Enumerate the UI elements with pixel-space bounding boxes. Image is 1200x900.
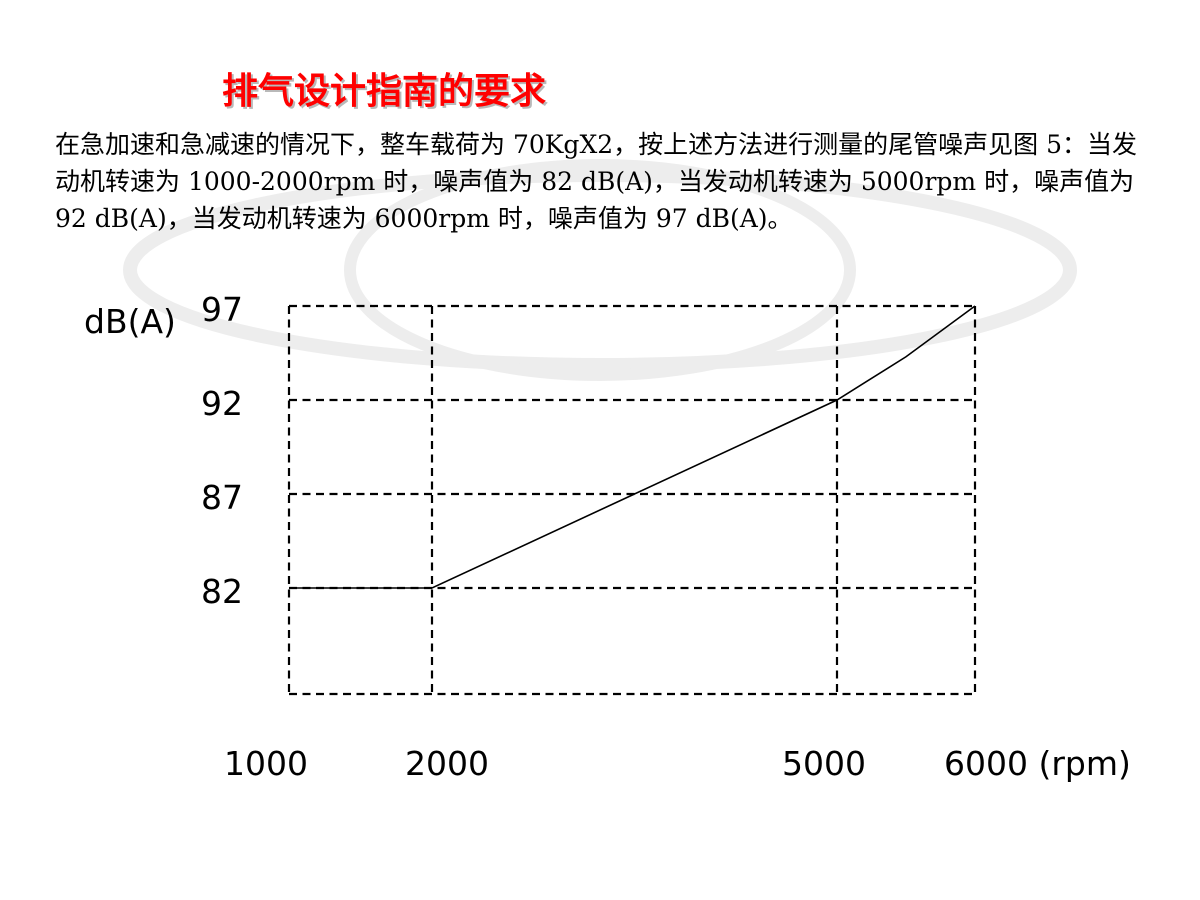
y-tick-labels: 82 87 92 97 xyxy=(201,290,243,611)
y-tick-82: 82 xyxy=(201,572,243,611)
chart-series xyxy=(289,305,976,589)
page-title: 排气设计指南的要求 xyxy=(222,71,547,112)
x-tick-2000: 2000 xyxy=(405,744,489,783)
y-tick-92: 92 xyxy=(201,384,243,423)
y-tick-97: 97 xyxy=(201,290,243,329)
chart-grid xyxy=(287,304,977,696)
x-tick-labels: 1000 2000 5000 6000 (rpm) xyxy=(224,744,1131,783)
x-tick-5000: 5000 xyxy=(782,744,866,783)
x-tick-1000: 1000 xyxy=(224,744,308,783)
y-tick-87: 87 xyxy=(201,478,243,517)
x-tick-6000: 6000 (rpm) xyxy=(944,744,1131,783)
description-paragraph: 在急加速和急减速的情况下，整车载荷为 70KgX2，按上述方法进行测量的尾管噪声… xyxy=(55,130,1137,233)
y-axis-label: dB(A) xyxy=(84,302,176,341)
noise-curve xyxy=(289,305,976,589)
